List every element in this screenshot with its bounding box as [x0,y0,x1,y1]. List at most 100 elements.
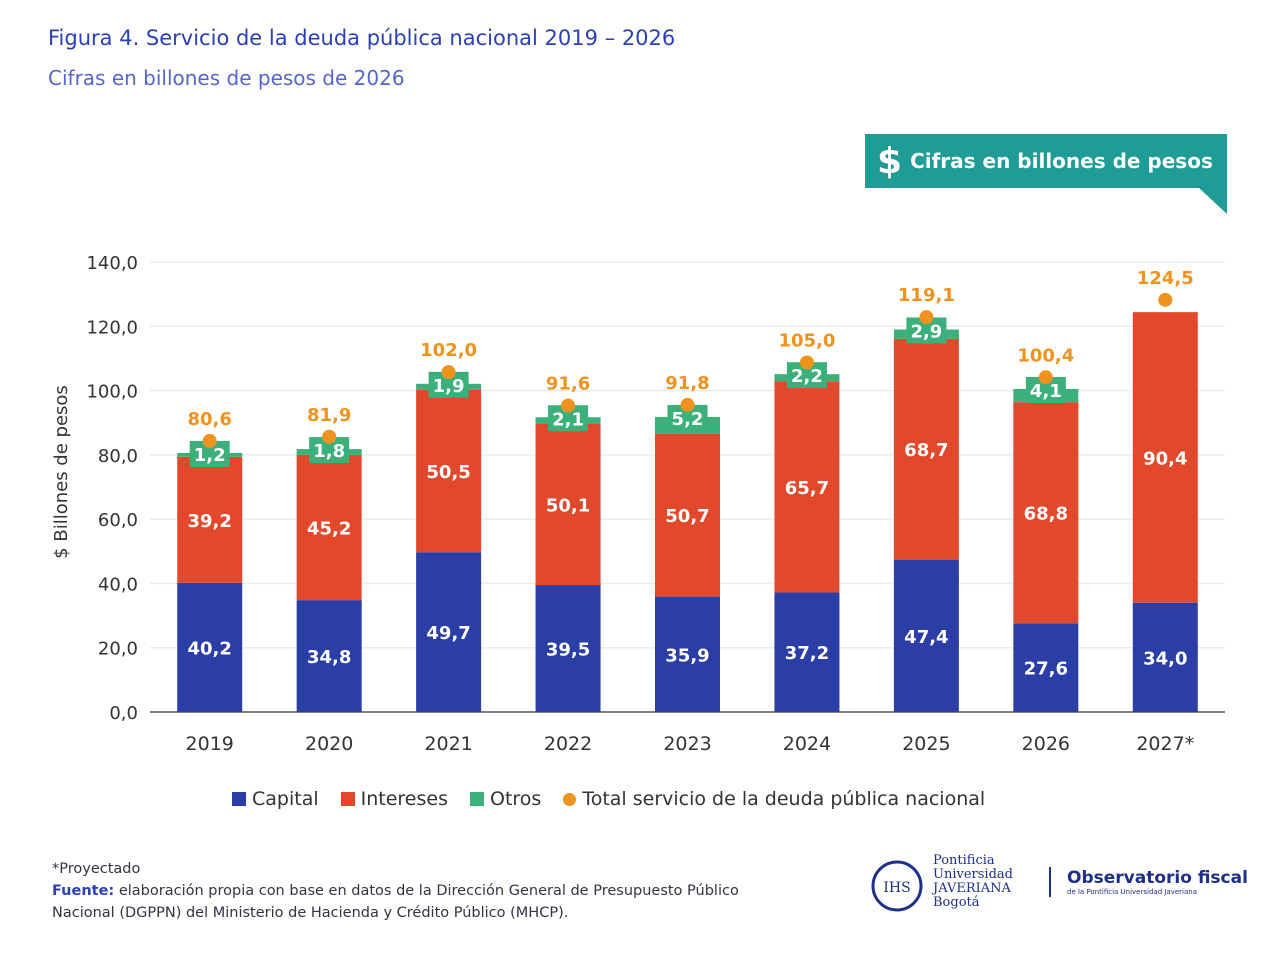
data-label: 39,5 [546,640,590,661]
x-tick-label: 2026 [1022,733,1070,755]
data-label: 40,2 [188,638,232,659]
source-label: Fuente: [52,883,115,899]
legend-label: Otros [489,788,542,810]
projected-note: *Proyectado [52,861,141,877]
legend-label: Intereses [360,788,448,810]
bar-intereses [893,338,959,560]
total-point [1038,370,1053,385]
x-tick-label: 2021 [424,733,472,755]
data-label: 39,2 [188,511,232,532]
observatorio-logo: Observatorio fiscal [1067,868,1248,888]
data-label: 50,5 [426,462,470,483]
observatorio-sub: de la Pontificia Universidad Javeriana [1067,888,1197,896]
logo-divider [1049,867,1051,897]
svg-text:IHS: IHS [883,880,910,896]
total-label: 102,0 [420,340,477,361]
total-point [561,398,576,413]
y-tick-label: 80,0 [98,446,138,467]
data-label: 65,7 [785,478,829,499]
data-label: 5,2 [672,409,704,430]
data-label: 34,0 [1143,648,1187,669]
bar-intereses [655,433,720,597]
bar-capital [177,582,243,712]
x-tick-label: 2027* [1136,733,1194,755]
y-tick-label: 0,0 [109,703,138,724]
legend-swatch [232,792,246,806]
total-point [441,365,456,380]
source-text: elaboración propia con base en datos de … [52,883,739,921]
total-label: 105,0 [778,331,835,352]
data-label: 34,8 [307,647,351,668]
total-point [1158,292,1173,307]
bar-capital [655,596,720,712]
bar-capital [893,559,959,712]
javeriana-seal-icon: IHS [871,860,923,912]
total-point [919,310,934,325]
data-label: 50,1 [546,496,590,517]
x-tick-label: 2022 [544,733,592,755]
data-label: 2,2 [791,366,823,387]
data-label: 2,9 [910,322,942,343]
logos: IHS Pontificia Universidad JAVERIANA Bog… [865,850,1248,914]
total-label: 124,5 [1137,268,1194,289]
badge-label: Cifras en billones de pesos [910,149,1213,173]
bar-capital [1132,602,1198,712]
total-point [680,397,695,412]
y-tick-label: 60,0 [98,510,138,531]
legend-otros: Otros [469,788,542,810]
legend-label: Capital [252,788,319,810]
y-tick-label: 100,0 [86,382,138,403]
bar-intereses [1013,402,1079,624]
chart-title: Figura 4. Servicio de la deuda pública n… [48,26,676,50]
x-tick-label: 2024 [783,733,831,755]
data-label: 35,9 [665,645,709,666]
data-label: 27,6 [1024,659,1068,680]
bar-capital [774,592,840,712]
bar-intereses [177,456,243,583]
x-tick-label: 2025 [902,733,950,755]
legend-swatch [563,792,577,806]
x-tick-label: 2019 [186,733,234,755]
legend-swatch [340,792,355,806]
legend-intereses: Intereses [340,788,448,810]
bar-capital [416,552,482,712]
total-label: 91,6 [546,374,590,395]
bar-capital [1013,623,1079,712]
total-label: 91,8 [665,373,709,394]
notes: *Proyectado Fuente: elaboración propia c… [52,858,782,924]
bar-capital [535,585,601,712]
legend-total: Total servicio de la deuda pública nacio… [563,788,985,810]
y-tick-label: 140,0 [86,253,138,274]
bar-intereses [296,454,362,601]
bar-capital [296,600,362,712]
data-label: 37,2 [785,643,829,664]
bar-intereses [1132,312,1198,603]
y-tick-label: 120,0 [86,317,138,338]
bar-intereses [774,381,840,593]
bar-intereses [416,389,482,553]
data-label: 68,7 [904,440,948,461]
y-tick-label: 40,0 [98,574,138,595]
y-axis-label: $ Billones de pesos [51,385,72,559]
data-label: 90,4 [1143,448,1187,469]
legend: Capital Intereses Otros Total servicio d… [232,788,985,810]
legend-swatch [469,792,484,806]
data-label: 4,1 [1030,381,1062,402]
total-point [202,433,217,448]
javeriana-logo-text: Pontificia Universidad JAVERIANA Bogotá [933,853,1013,910]
dollar-icon: $ [877,140,903,182]
total-label: 80,6 [188,409,232,430]
total-label: 100,4 [1017,345,1074,366]
x-tick-label: 2020 [305,733,353,755]
data-label: 50,7 [665,506,709,527]
total-label: 119,1 [898,285,955,306]
badge-tail [1199,188,1227,214]
total-point [799,355,814,370]
data-label: 45,2 [307,519,351,540]
units-badge: $ Cifras en billones de pesos [865,134,1227,188]
data-label: 2,1 [552,409,584,430]
total-label: 81,9 [307,405,351,426]
legend-label: Total servicio de la deuda pública nacio… [582,788,986,810]
data-label: 49,7 [426,623,470,644]
